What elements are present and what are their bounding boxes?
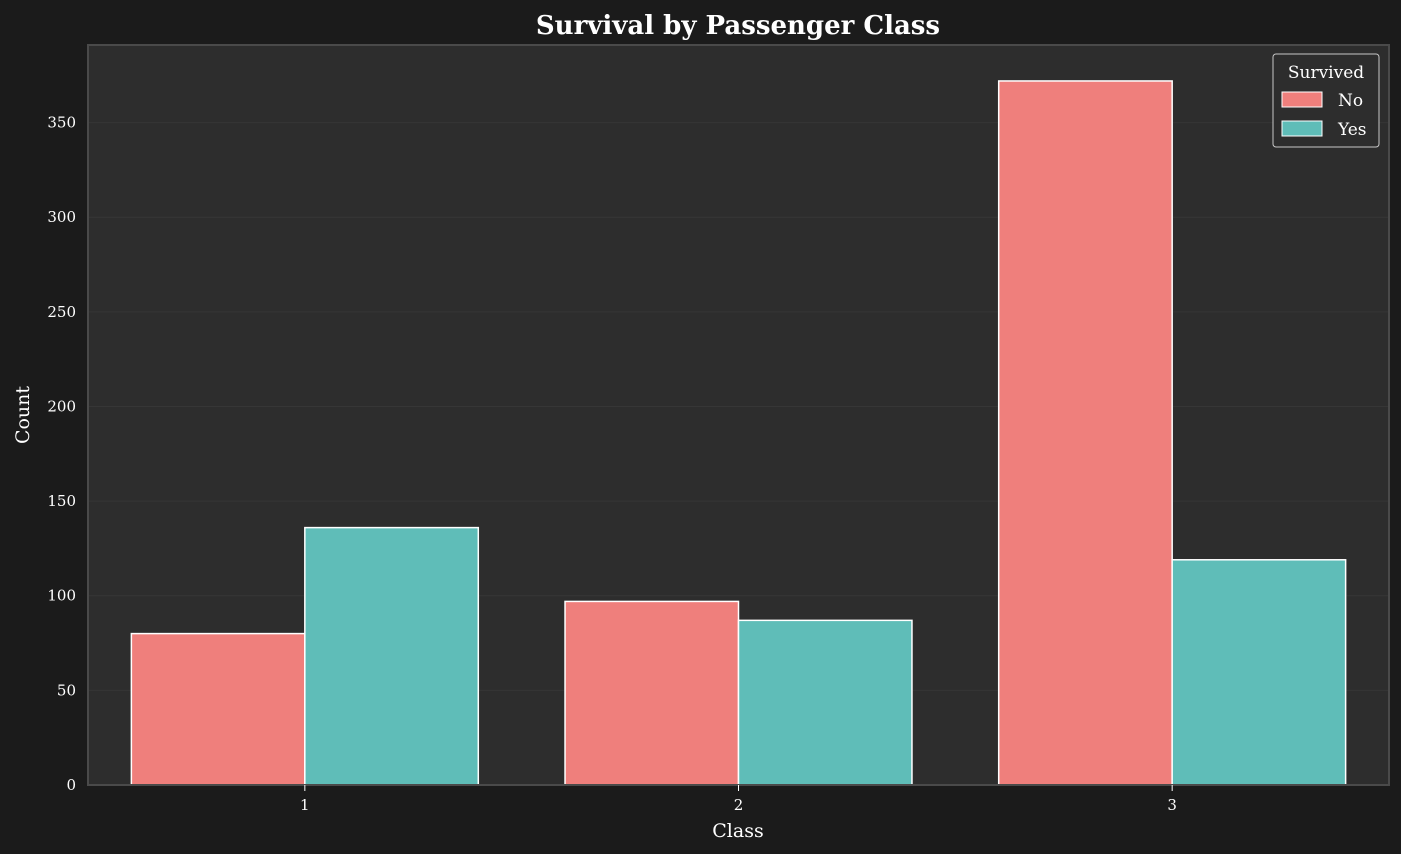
y-tick-label: 200 (47, 397, 76, 415)
y-tick-label: 250 (47, 303, 76, 321)
y-tick-label: 100 (47, 587, 76, 605)
bar-yes-class-3 (1171, 559, 1347, 786)
legend-swatch-no (1281, 91, 1323, 108)
y-axis-ticks: 0 50 100 150 200 250 300 350 (47, 114, 76, 794)
x-axis-ticks: 1 2 3 (300, 785, 1177, 814)
legend-swatch-yes (1281, 120, 1323, 137)
y-tick-label: 0 (66, 776, 76, 794)
bar-no-class-1 (130, 632, 306, 786)
legend: Survived No Yes (1272, 53, 1380, 148)
x-tick-label: 1 (300, 796, 310, 814)
y-axis-label: Count (12, 386, 34, 444)
legend-entries: No Yes (1281, 91, 1367, 140)
x-tick-label: 2 (734, 796, 744, 814)
y-tick-label: 300 (47, 208, 76, 226)
x-axis-label: Class (712, 820, 763, 842)
bar-no-class-3 (997, 80, 1173, 786)
legend-title: Survived (1288, 63, 1364, 83)
y-tick-label: 50 (57, 681, 76, 699)
legend-label-yes: Yes (1337, 120, 1367, 140)
bar-yes-class-1 (304, 526, 480, 786)
bar-no-class-2 (564, 600, 740, 786)
bar-yes-class-2 (737, 619, 913, 786)
x-tick-label: 3 (1167, 796, 1177, 814)
chart-title: Survival by Passenger Class (536, 11, 940, 41)
legend-label-no: No (1338, 91, 1363, 111)
y-tick-label: 350 (47, 114, 76, 132)
y-tick-label: 150 (47, 492, 76, 510)
